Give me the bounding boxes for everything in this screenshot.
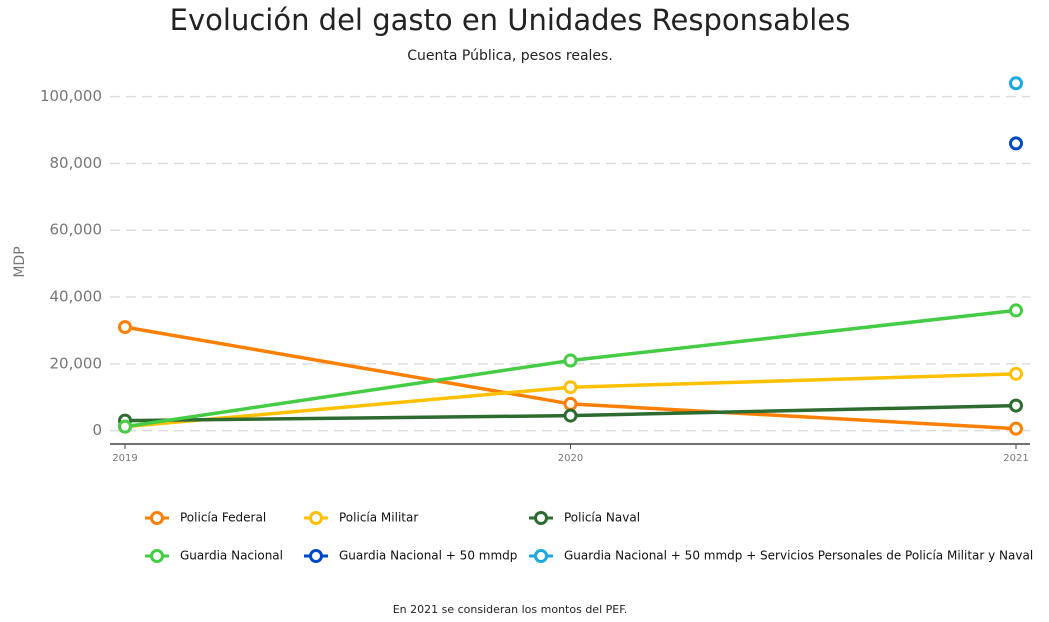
y-tick-label: 100,000 (40, 87, 102, 105)
legend-marker (534, 511, 548, 525)
chart-subtitle: Cuenta Pública, pesos reales. (407, 48, 613, 64)
legend-label: Policía Naval (564, 511, 640, 525)
data-point (1009, 366, 1023, 381)
data-point (1009, 398, 1023, 413)
y-tick-label: 20,000 (50, 354, 103, 372)
data-point (1009, 76, 1023, 91)
data-point (563, 380, 578, 395)
data-point (563, 396, 578, 411)
legend-label: Policía Federal (180, 511, 266, 525)
legend-marker (150, 549, 164, 563)
data-point (118, 320, 132, 335)
legend-label: Policía Militar (339, 511, 418, 525)
y-tick-label: 0 (92, 421, 102, 439)
data-point (1009, 136, 1023, 151)
y-tick-label: 40,000 (50, 288, 103, 306)
note: En 2021 se consideran los montos del PEF… (393, 603, 628, 616)
data-point (563, 408, 578, 423)
chart-title: Evolución del gasto en Unidades Responsa… (170, 3, 851, 37)
y-tick-label: 80,000 (50, 154, 103, 172)
legend-marker (309, 511, 323, 525)
legend-label: Guardia Nacional + 50 mmdp (339, 549, 517, 563)
y-axis-label: MDP (12, 246, 28, 277)
x-tick-label: 2019 (112, 453, 137, 464)
legend-label: Guardia Nacional (180, 549, 283, 563)
data-point (563, 353, 578, 368)
data-point (1009, 421, 1023, 436)
legend-marker (309, 549, 323, 563)
x-tick-label: 2021 (1003, 453, 1028, 464)
legend-marker (150, 511, 164, 525)
y-tick-label: 60,000 (50, 221, 103, 239)
data-point (1009, 303, 1023, 318)
legend-marker (534, 549, 548, 563)
x-tick-label: 2020 (558, 453, 583, 464)
legend-label: Guardia Nacional + 50 mmdp + Servicios P… (564, 549, 1033, 563)
data-point (118, 419, 132, 434)
